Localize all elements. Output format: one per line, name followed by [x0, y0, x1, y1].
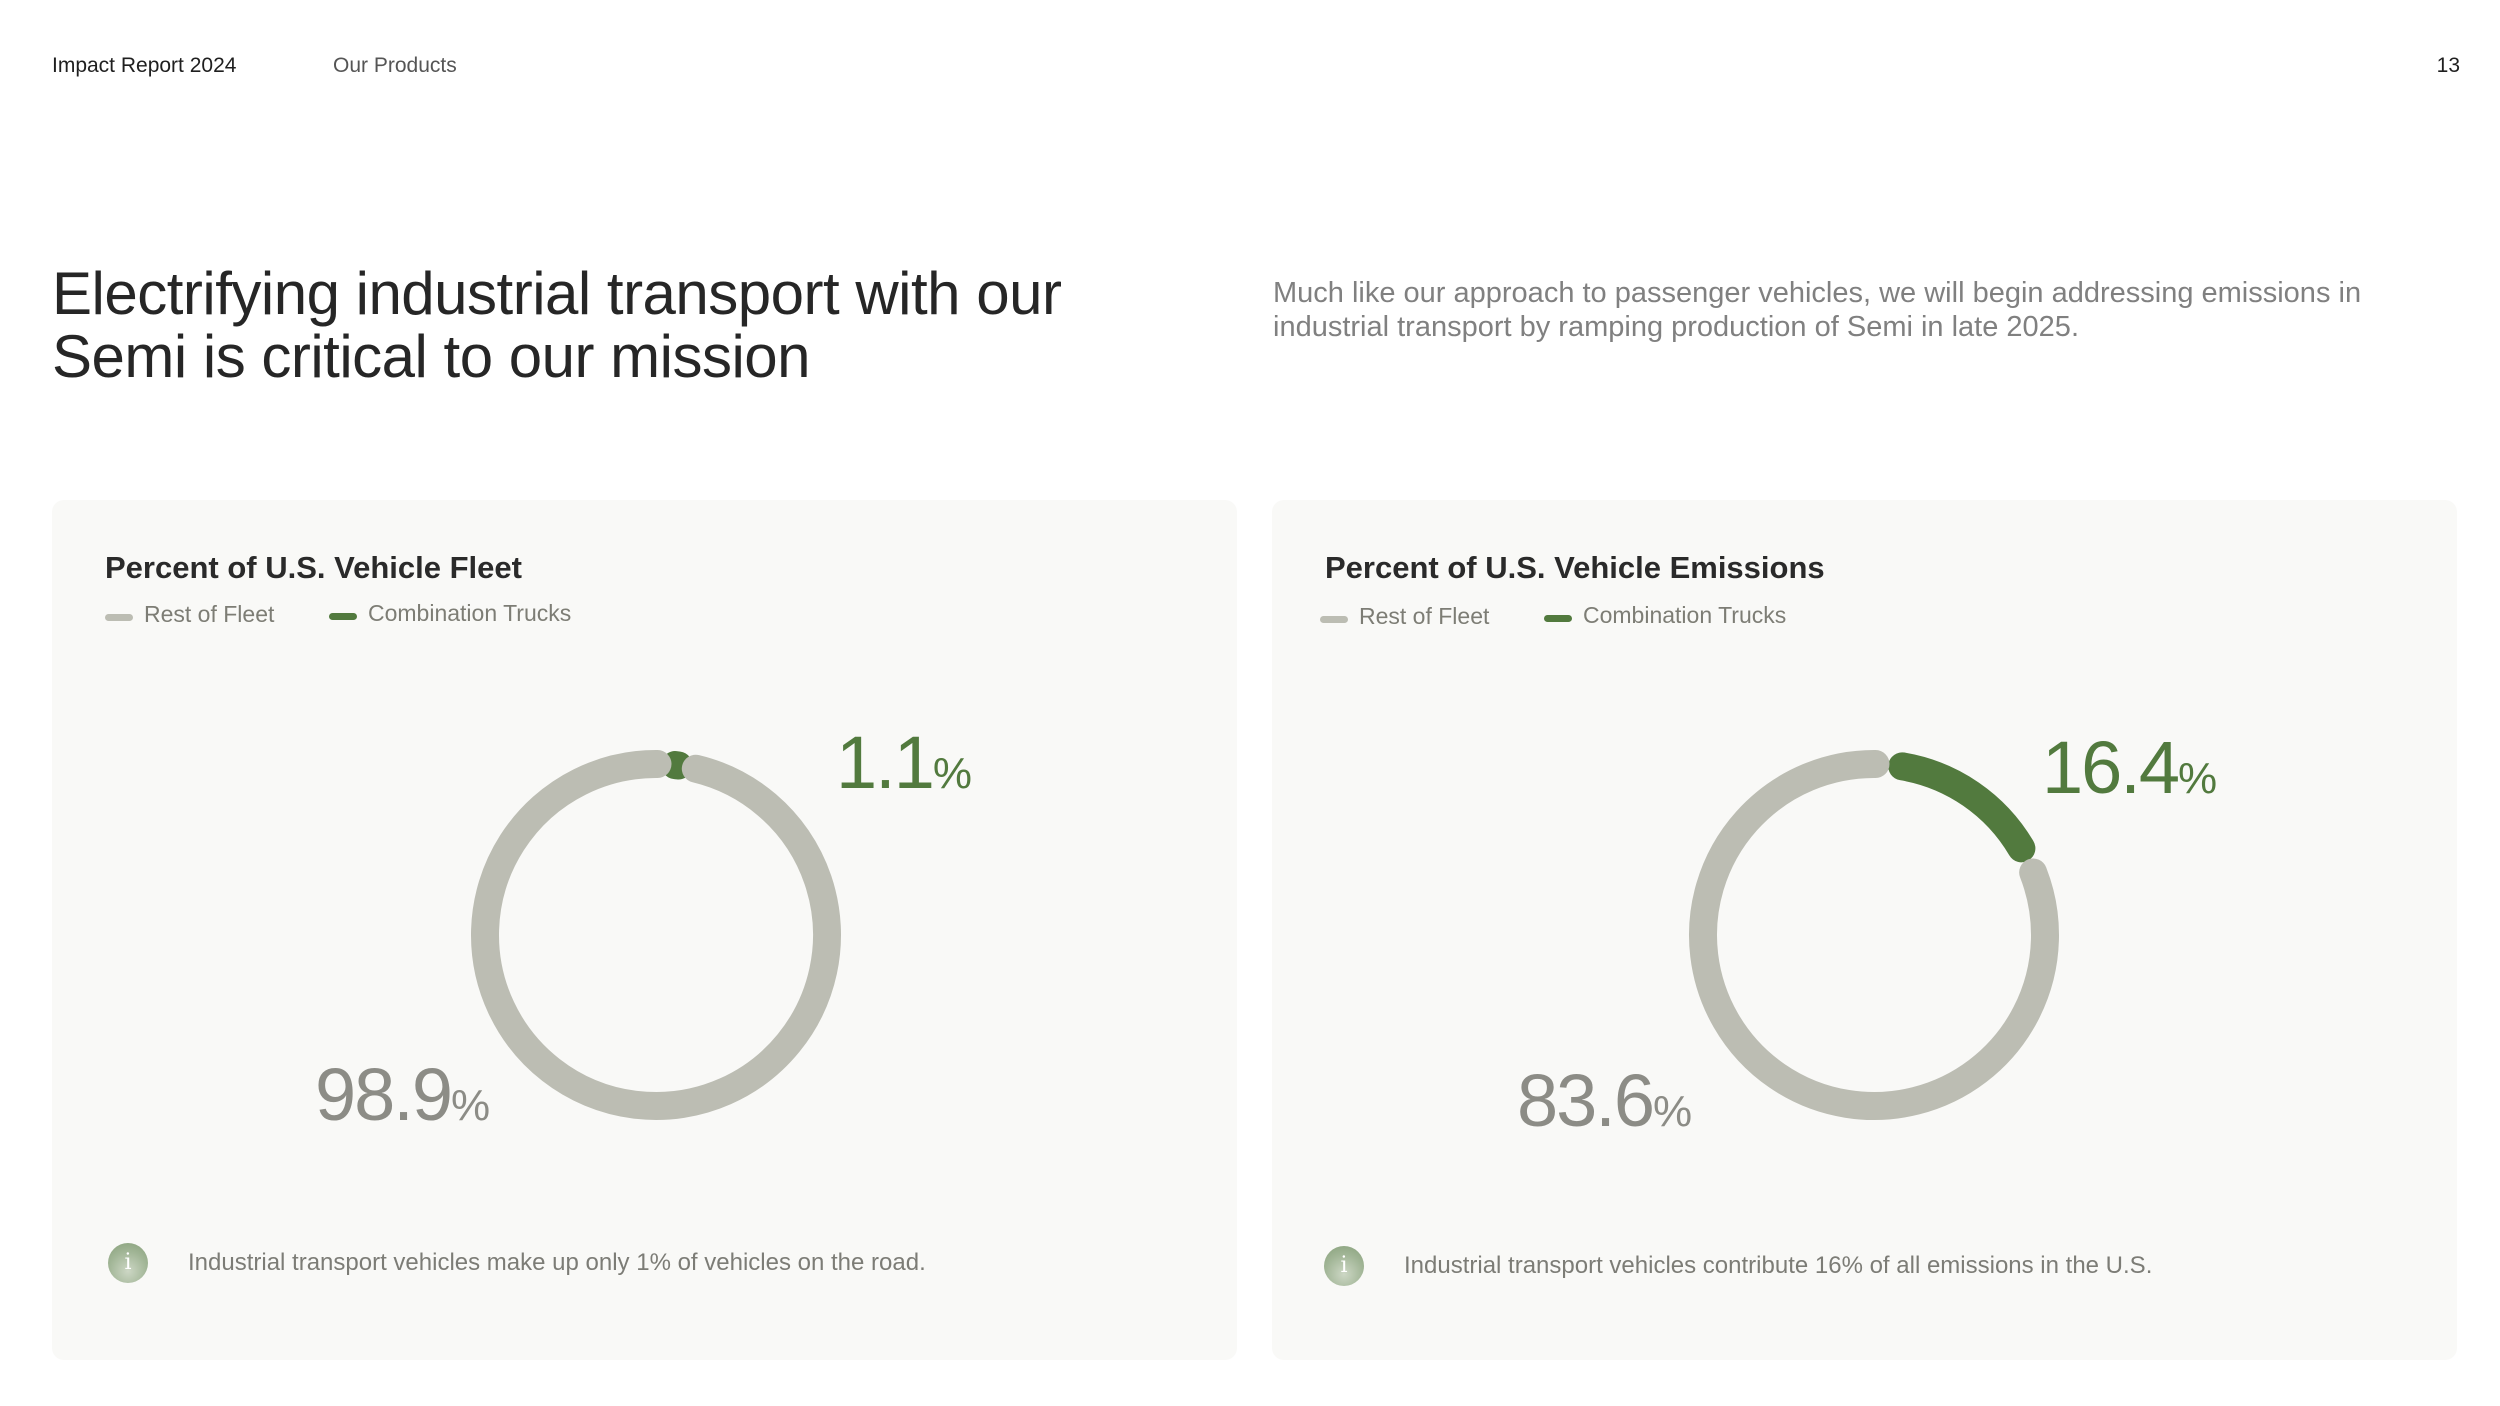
fleet-chart-panel: Percent of U.S. Vehicle Fleet Rest of Fl… — [52, 500, 1237, 1360]
section-name: Our Products — [333, 54, 457, 77]
page-headline: Electrifying industrial transport with o… — [52, 260, 1062, 390]
note-text: Industrial transport vehicles contribute… — [1404, 1252, 2153, 1279]
value-number: 1.1 — [836, 721, 935, 804]
intro-paragraph: Much like our approach to passenger vehi… — [1273, 277, 2362, 343]
chart-title: Percent of U.S. Vehicle Fleet — [105, 550, 522, 585]
legend-swatch-rest-of-fleet — [1320, 616, 1348, 623]
page-number: 13 — [2436, 54, 2460, 77]
value-label-rest-of-fleet: 83.6% — [1517, 1058, 1692, 1143]
legend-swatch-rest-of-fleet — [105, 614, 133, 621]
info-icon: i — [1324, 1246, 1364, 1286]
legend-label: Combination Trucks — [368, 600, 572, 626]
legend-swatch-combination-trucks — [329, 613, 357, 620]
value-unit: % — [932, 749, 972, 798]
donut-segment-combination-trucks — [1888, 752, 2036, 863]
value-number: 83.6 — [1517, 1059, 1655, 1142]
donut-segment-rest-of-fleet — [1689, 750, 2059, 1120]
page-header: Impact Report 2024 Our Products 13 — [52, 54, 2460, 78]
fleet-donut-chart — [471, 750, 841, 1120]
value-unit: % — [451, 1081, 491, 1130]
value-number: 16.4 — [2042, 726, 2180, 809]
value-unit: % — [1653, 1087, 1693, 1136]
legend-label: Rest of Fleet — [1359, 603, 1490, 629]
report-title: Impact Report 2024 — [52, 54, 237, 77]
legend-label: Combination Trucks — [1583, 602, 1787, 628]
emissions-chart-panel: Percent of U.S. Vehicle Emissions Rest o… — [1272, 500, 2457, 1360]
info-icon: i — [108, 1243, 148, 1283]
value-label-rest-of-fleet: 98.9% — [315, 1052, 490, 1137]
legend-swatch-combination-trucks — [1544, 615, 1572, 622]
chart-title: Percent of U.S. Vehicle Emissions — [1325, 550, 1825, 585]
value-number: 98.9 — [315, 1053, 453, 1136]
value-unit: % — [2178, 754, 2218, 803]
donut-segment-rest-of-fleet — [471, 750, 841, 1120]
emissions-donut-chart — [1689, 750, 2059, 1120]
legend-label: Rest of Fleet — [144, 601, 275, 627]
note-text: Industrial transport vehicles make up on… — [188, 1249, 926, 1276]
value-label-combination-trucks: 16.4% — [2042, 725, 2217, 810]
value-label-combination-trucks: 1.1% — [836, 720, 972, 805]
